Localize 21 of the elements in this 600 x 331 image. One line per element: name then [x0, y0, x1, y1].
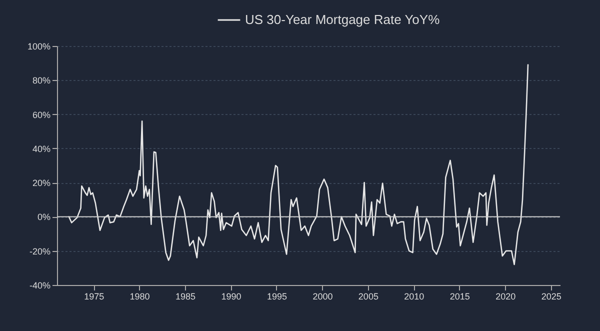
- y-tick-label: 80%: [32, 76, 50, 86]
- y-tick-label: 60%: [32, 110, 50, 120]
- y-tick-label: 20%: [32, 178, 50, 188]
- x-tick-label: 1975: [84, 292, 104, 302]
- y-tick-label: 40%: [32, 144, 50, 154]
- x-tick-label: 2010: [404, 292, 424, 302]
- x-tick-label: 1980: [130, 292, 150, 302]
- x-tick-label: 2005: [358, 292, 378, 302]
- line-series: [68, 64, 529, 266]
- x-tick-label: 2015: [450, 292, 470, 302]
- y-tick-label: -20%: [29, 246, 50, 256]
- x-tick-label: 2020: [496, 292, 516, 302]
- y-tick-label: -40%: [29, 280, 50, 290]
- y-tick-label: 100%: [27, 42, 50, 52]
- x-tick-label: 1995: [266, 292, 288, 302]
- x-tick-label: 2025: [541, 292, 562, 302]
- x-tick-label: 1990: [221, 292, 242, 302]
- legend-label: US 30-Year Mortgage Rate YoY%: [245, 12, 440, 27]
- x-tick-label: 1985: [176, 292, 196, 302]
- x-tick-label: 2000: [312, 292, 333, 302]
- y-tick-label: 0%: [37, 212, 50, 222]
